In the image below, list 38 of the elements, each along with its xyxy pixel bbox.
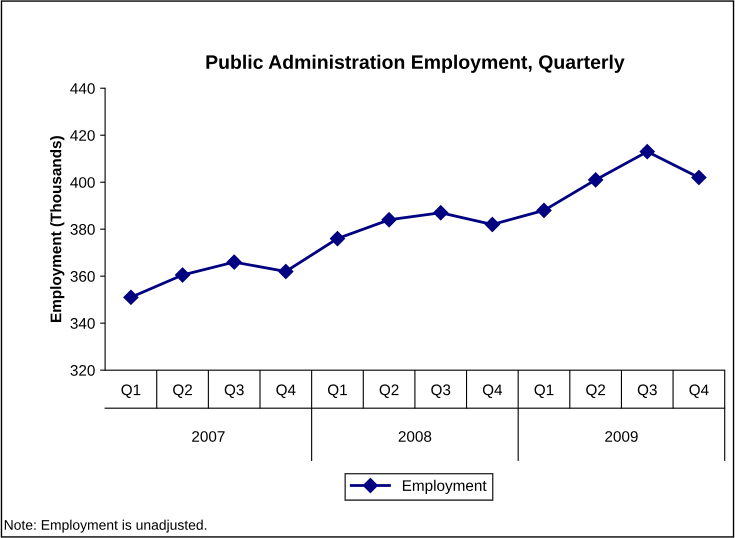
y-tick-label: 320 — [70, 365, 95, 376]
x-tick-label: Q3 — [431, 384, 450, 398]
x-tick-label: Q3 — [224, 384, 244, 398]
text: 2008 — [398, 431, 432, 442]
x-tick-label: Q2 — [173, 384, 192, 398]
point — [226, 254, 242, 270]
point — [330, 231, 346, 246]
point — [278, 264, 294, 280]
y-axis-title: Employment (Thousands) — [50, 136, 64, 322]
point — [174, 267, 190, 283]
point — [536, 202, 552, 218]
point — [691, 170, 706, 186]
chart-title: Public Administration Employment, Quarterly — [206, 54, 625, 73]
text: Note: Employment is unadjusted. — [4, 520, 206, 533]
text: 2009 — [605, 431, 638, 442]
x-tick-label: Q1 — [328, 384, 347, 398]
point — [640, 144, 655, 160]
x-tick-label: Q4 — [482, 384, 502, 398]
x-tick-label: Q1 — [121, 384, 140, 398]
x-tick-label: Q1 — [534, 384, 554, 398]
y-tick-label: 420 — [70, 130, 95, 141]
point — [433, 205, 448, 220]
text: 2007 — [192, 431, 225, 442]
point — [382, 212, 397, 228]
y-tick-label: 400 — [70, 177, 95, 188]
point — [588, 172, 604, 188]
y-tick-label: 360 — [70, 271, 95, 282]
y-tick-label: 340 — [70, 318, 95, 329]
x-tick-label: Q4 — [689, 384, 709, 398]
y-tick-label: 380 — [70, 224, 95, 235]
x-tick-label: Q4 — [276, 384, 296, 398]
y-tick-label: 440 — [70, 83, 95, 94]
x-tick-label: Q2 — [586, 384, 606, 398]
x-tick-label: Q3 — [638, 384, 657, 398]
point — [123, 290, 138, 305]
legend-label: Employment — [402, 480, 486, 494]
x-tick-label: Q2 — [380, 384, 399, 398]
point — [484, 216, 500, 232]
